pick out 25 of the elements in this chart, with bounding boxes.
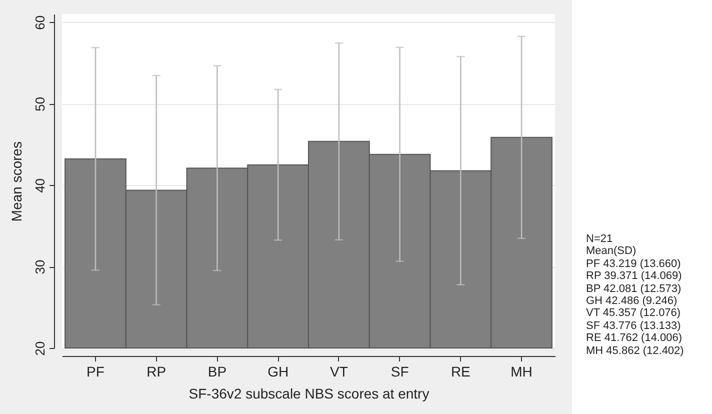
y-tick-label: 50 [32,96,48,112]
text: PF 43.219 (13.660) [586,258,681,270]
text: N=21 [586,233,613,245]
y-tick-label: 60 [32,15,48,30]
text: BP 42.081 (12.573) [586,282,682,295]
x-tick-label: SF [390,364,409,380]
text: VT 45.357 (12.076) [586,307,681,320]
text: SF 43.776 (13.133) [586,320,681,332]
x-tick-label: MH [510,364,532,380]
x-tick-label: PF [86,364,104,380]
x-tick-label: RE [450,364,470,380]
x-tick-label: BP [208,364,227,380]
text: RP 39.371 (14.069) [586,270,682,282]
y-axis-title: Mean scores [8,141,24,222]
x-axis-title: SF-36v2 subscale NBS scores at entry [188,386,430,402]
y-tick-label: 40 [32,178,48,193]
y-tick-label: 30 [32,260,48,274]
text: RE 41.762 (14.006) [586,332,682,344]
text: GH 42.486 (9.246) [586,295,678,308]
text: Mean(SD) [586,245,636,258]
x-tick-label: GH [268,364,289,380]
x-tick-label: RP [146,364,166,380]
y-tick-label: 20 [32,341,48,356]
text: MH 45.862 (12.402) [586,344,684,357]
x-tick-label: VT [330,364,348,380]
